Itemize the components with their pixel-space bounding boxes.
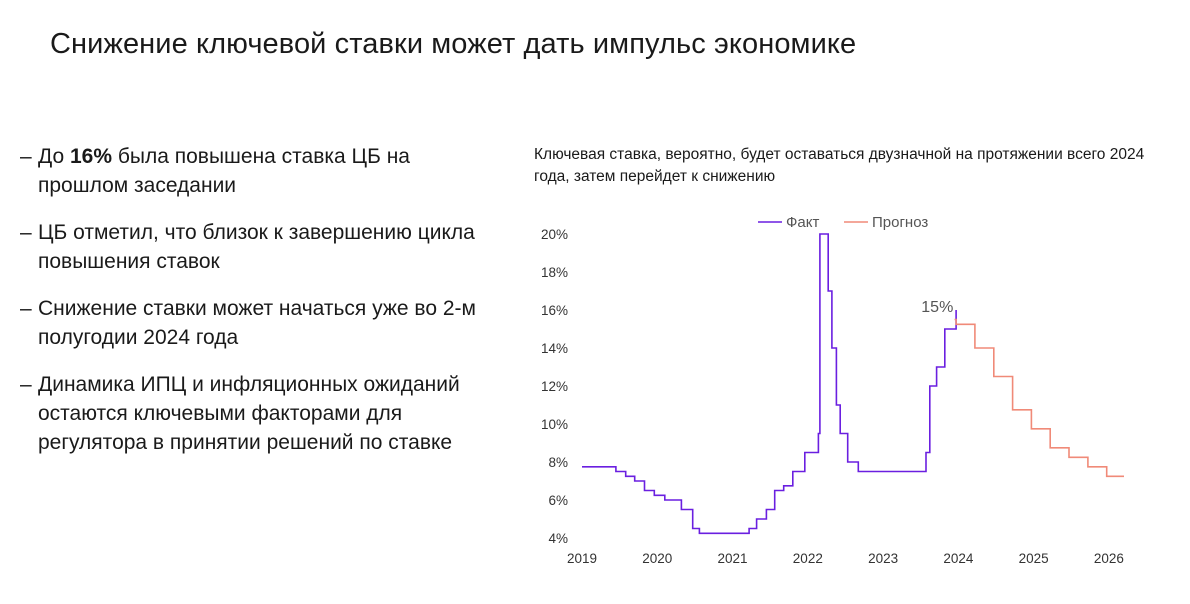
- legend-label: Прогноз: [872, 214, 928, 231]
- y-tick-label: 8%: [548, 455, 568, 470]
- bullet-dash: –: [20, 221, 32, 244]
- bullet-dash: –: [20, 373, 32, 396]
- x-tick-label: 2023: [868, 551, 898, 566]
- bullet-dash: –: [20, 145, 32, 168]
- bullet-dash: –: [20, 297, 32, 320]
- x-tick-label: 2021: [718, 551, 748, 566]
- bullet-body: Снижение ставки может начаться уже во 2-…: [38, 297, 476, 349]
- chart-title: Ключевая ставка, вероятно, будет остават…: [534, 146, 1145, 185]
- legend-label: Факт: [786, 214, 819, 231]
- page-title: Снижение ключевой ставки может дать импу…: [50, 28, 857, 60]
- y-tick-label: 6%: [548, 493, 568, 508]
- y-tick-label: 10%: [541, 417, 568, 432]
- bullet-body: ЦБ отметил, что близок к завершению цикл…: [38, 221, 475, 273]
- bullet-body: Динамика ИПЦ и инфляционных ожиданий ост…: [38, 373, 460, 454]
- key-rate-chart: 4% 6% 8% 10% 12% 14% 16% 18% 20% 2019 2020 2021 2022…: [541, 214, 1124, 566]
- y-tick-label: 14%: [541, 341, 568, 356]
- x-tick-label: 2024: [943, 551, 974, 566]
- y-tick-label: 12%: [541, 379, 568, 394]
- x-tick-label: 2022: [793, 551, 823, 566]
- bullet-text: До 16% была повышена ставка ЦБ на прошло…: [38, 142, 480, 200]
- bullet-item: – ЦБ отметил, что близок к завершению ци…: [20, 218, 480, 276]
- x-tick-label: 2026: [1094, 551, 1124, 566]
- bullet-prefix: До: [38, 145, 70, 168]
- y-tick-label: 18%: [541, 265, 568, 280]
- y-tick-label: 4%: [548, 531, 568, 546]
- series-line-forecast: [954, 318, 1124, 478]
- series-line-fact: [582, 233, 957, 535]
- x-tick-label: 2025: [1019, 551, 1049, 566]
- bullet-body: была повышена ставка ЦБ на прошлом засед…: [38, 145, 410, 197]
- bullet-item: – Динамика ИПЦ и инфляционных ожиданий о…: [20, 370, 480, 457]
- bullet-list: – До 16% была повышена ставка ЦБ на прош…: [20, 142, 480, 475]
- x-tick-label: 2020: [642, 551, 672, 566]
- y-tick-label: 20%: [541, 227, 568, 242]
- bullet-item: – До 16% была повышена ставка ЦБ на прош…: [20, 142, 480, 200]
- x-tick-label: 2019: [567, 551, 597, 566]
- bullet-highlight: 16%: [69, 145, 113, 168]
- bullet-item: – Снижение ставки может начаться уже во …: [20, 294, 480, 352]
- annotation-label: 15%: [921, 299, 953, 316]
- y-tick-label: 16%: [541, 303, 568, 318]
